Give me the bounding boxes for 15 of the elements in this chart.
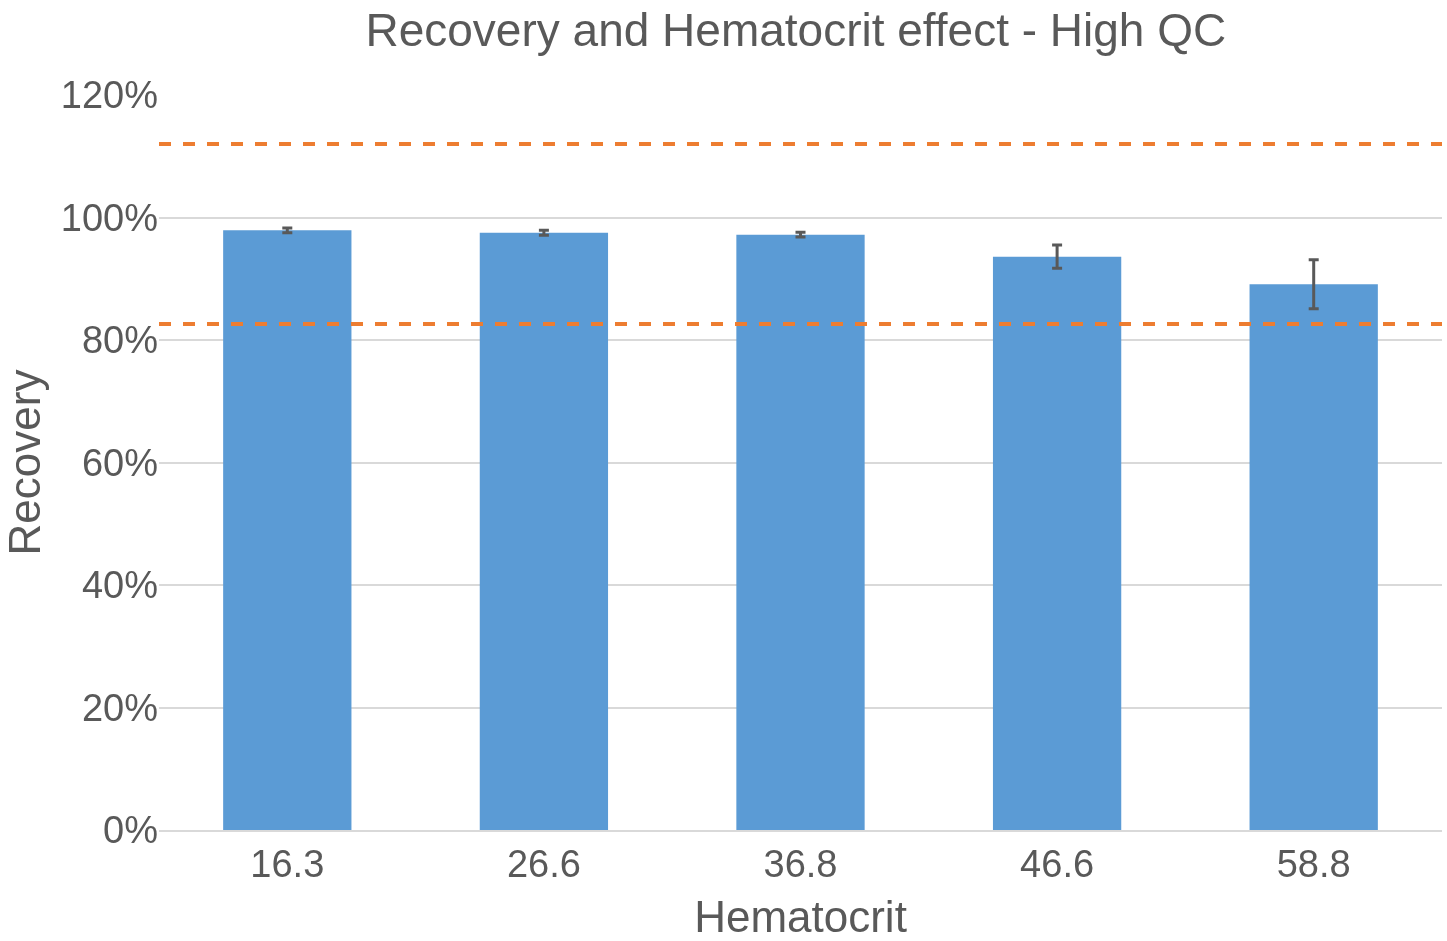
y-axis-title: Recovery [0,369,49,556]
x-tick-label: 46.6 [1020,843,1095,886]
y-tick-label: 120% [60,74,158,117]
x-axis-title: Hematocrit [694,892,907,941]
y-tick-label: 80% [81,319,158,362]
y-tick-label: 20% [81,686,158,729]
y-tick-label: 0% [103,809,158,852]
x-tick-label: 26.6 [506,843,581,886]
y-tick-label: 40% [81,564,158,607]
y-tick-label: 100% [60,196,158,239]
y-tick-label: 60% [81,441,158,484]
x-tick-label: 58.8 [1276,843,1351,886]
x-tick-label: 16.3 [250,843,325,886]
x-tick-label: 36.8 [763,843,838,886]
chart-title: Recovery and Hematocrit effect - High QC [365,4,1227,57]
